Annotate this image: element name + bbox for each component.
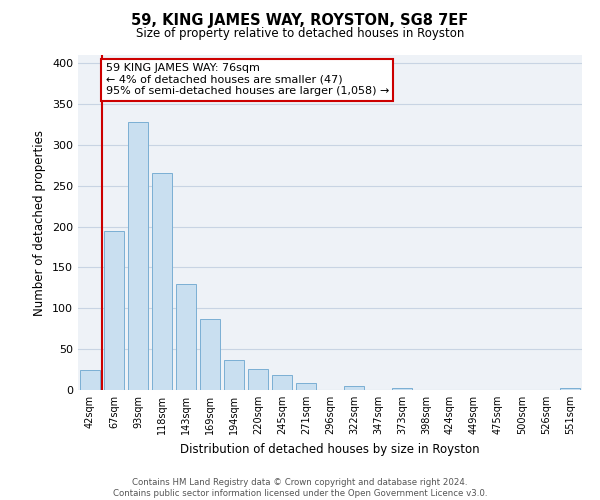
Bar [272, 376, 292, 390]
Bar [560, 388, 580, 390]
Bar [392, 388, 412, 390]
Bar [248, 369, 268, 390]
Bar [176, 284, 196, 390]
Bar [80, 370, 100, 390]
Text: Contains HM Land Registry data © Crown copyright and database right 2024.
Contai: Contains HM Land Registry data © Crown c… [113, 478, 487, 498]
Bar [152, 174, 172, 390]
Text: Size of property relative to detached houses in Royston: Size of property relative to detached ho… [136, 28, 464, 40]
Bar [296, 384, 316, 390]
Bar [104, 230, 124, 390]
Bar [224, 360, 244, 390]
Y-axis label: Number of detached properties: Number of detached properties [34, 130, 46, 316]
Text: 59, KING JAMES WAY, ROYSTON, SG8 7EF: 59, KING JAMES WAY, ROYSTON, SG8 7EF [131, 12, 469, 28]
Bar [128, 122, 148, 390]
X-axis label: Distribution of detached houses by size in Royston: Distribution of detached houses by size … [180, 442, 480, 456]
Bar [200, 319, 220, 390]
Bar [344, 386, 364, 390]
Text: 59 KING JAMES WAY: 76sqm
← 4% of detached houses are smaller (47)
95% of semi-de: 59 KING JAMES WAY: 76sqm ← 4% of detache… [106, 63, 389, 96]
